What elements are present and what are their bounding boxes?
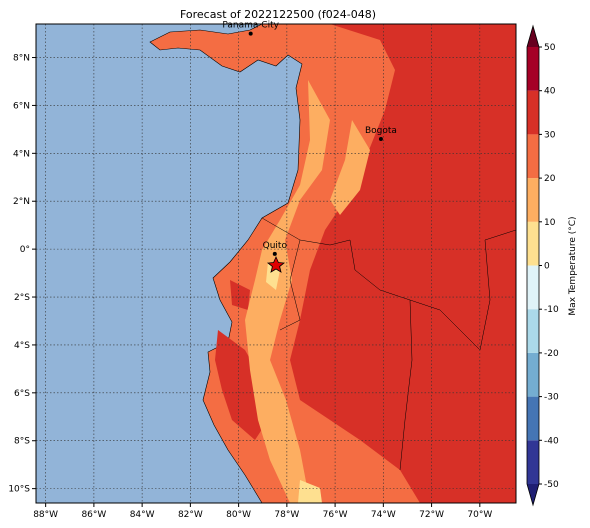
cold-spot xyxy=(298,480,322,503)
x-tick-label: 76°W xyxy=(323,510,348,520)
x-tick-label: 72°W xyxy=(419,510,444,520)
colorbar-bin xyxy=(527,440,539,484)
y-tick-label: 8°S xyxy=(14,437,30,447)
x-tick-label: 78°W xyxy=(274,510,299,520)
forecast-point-star xyxy=(266,255,286,273)
y-tick-label: 2°N xyxy=(13,197,30,207)
colorbar-tick-label: -10 xyxy=(544,305,559,315)
grid xyxy=(36,24,516,503)
x-tick-label: 74°W xyxy=(371,510,396,520)
colorbar-tick-label: 20 xyxy=(544,174,556,184)
colorbar-extend-high xyxy=(527,26,539,47)
y-tick-label: 6°N xyxy=(13,101,30,111)
colorbar-tick-label: -20 xyxy=(544,349,559,359)
colorbar-bin xyxy=(527,134,539,179)
city-marker xyxy=(272,251,277,256)
city-marker xyxy=(248,31,253,36)
x-tick-label: 70°W xyxy=(467,510,492,520)
x-tick-label: 80°W xyxy=(226,510,251,520)
colorbar-bin xyxy=(527,309,539,353)
city-label: Bogota xyxy=(365,126,397,136)
x-tick-label: 86°W xyxy=(81,510,106,520)
hot-region xyxy=(230,280,250,310)
colorbar-bin xyxy=(527,265,539,310)
colorbar-extend-low xyxy=(527,484,539,505)
city-marker xyxy=(378,136,383,141)
colorbar-tick-label: 0 xyxy=(544,262,550,272)
hot-region xyxy=(290,24,516,503)
y-tick-label: 6°S xyxy=(14,389,30,399)
colorbar-label: Max Temperature (°C) xyxy=(568,216,578,315)
colorbar-tick-label: -30 xyxy=(544,393,559,403)
city-label: Quito xyxy=(263,241,288,251)
colorbar: -50 -40 -30 -20 -10 0 10 20 30 40 50 xyxy=(526,24,559,507)
colorbar-tick-label: 50 xyxy=(544,43,556,53)
colorbar-tick-label: 30 xyxy=(544,130,556,140)
colorbar-bin xyxy=(527,396,539,441)
y-tick-label: 0° xyxy=(20,245,30,255)
hot-region xyxy=(215,330,268,440)
x-tick-label: 84°W xyxy=(130,510,155,520)
colorbar-tick-label: 40 xyxy=(544,87,556,97)
colorbar-bin xyxy=(527,178,539,222)
map-area xyxy=(36,24,516,503)
y-tick-label: 10°S xyxy=(8,485,30,495)
y-tick-label: 8°N xyxy=(13,54,30,64)
cool-band xyxy=(245,80,330,503)
colorbar-tick-label: 10 xyxy=(544,218,556,228)
x-tick-label: 82°W xyxy=(178,510,203,520)
x-tick-label: 88°W xyxy=(33,510,58,520)
y-tick-label: 4°N xyxy=(13,149,30,159)
country-border xyxy=(261,217,516,471)
cool-band xyxy=(330,120,370,215)
y-tick-label: 2°S xyxy=(14,293,30,303)
map-title: Forecast of 2022122500 (f024-048) xyxy=(180,8,376,21)
colorbar-tick-label: -40 xyxy=(544,436,559,446)
y-tick-label: 4°S xyxy=(14,341,30,351)
colorbar-tick-label: -50 xyxy=(544,480,559,490)
colorbar-bin xyxy=(527,352,539,397)
map-frame xyxy=(35,23,517,504)
colorbar-bin xyxy=(527,47,539,91)
colorbar-bin xyxy=(527,90,539,135)
city-label: Panama City xyxy=(222,21,279,31)
colorbar-bin xyxy=(527,221,539,266)
